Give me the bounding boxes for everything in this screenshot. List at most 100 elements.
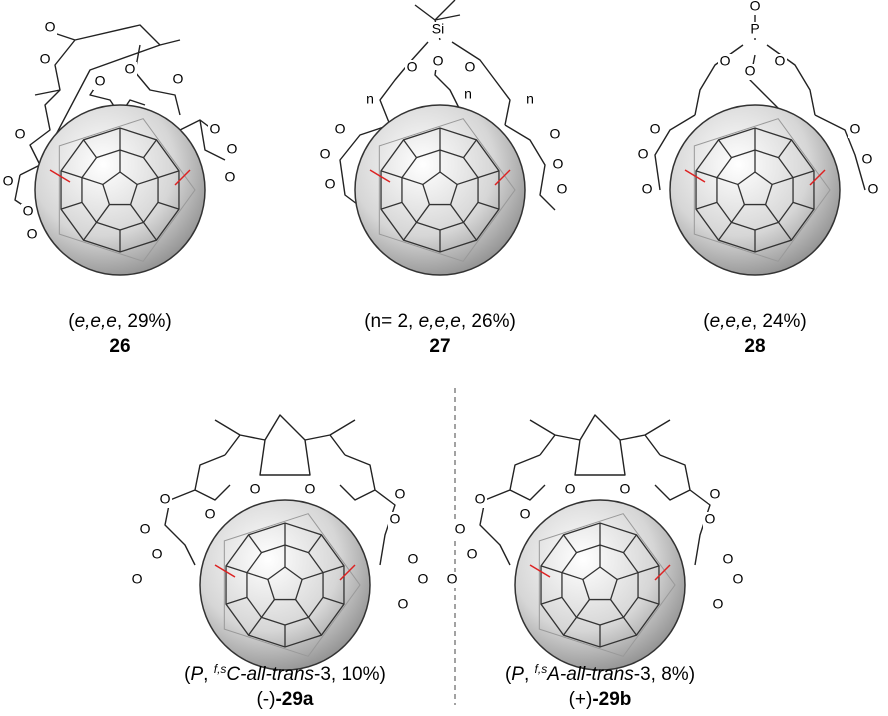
atom-label: O (15, 126, 26, 142)
atom-label: O (455, 521, 466, 537)
compound-label: (-)-29a (256, 689, 313, 710)
figure: OOOOOOOOOOOO(e,e,e, 29%)26SiOOOnnnOOOOOO… (0, 0, 888, 716)
atom-label: O (650, 121, 661, 137)
atom-label: O (850, 121, 861, 137)
atom-label: Si (432, 21, 444, 37)
atom-label: O (132, 571, 143, 587)
atom-label: O (862, 151, 873, 167)
caption-part: f,s (535, 662, 548, 676)
label-part: (-) (256, 689, 275, 710)
caption-part: , 24%) (752, 311, 807, 332)
atom-label: O (565, 481, 576, 497)
atom-label: O (40, 51, 51, 67)
atom-label: O (745, 63, 756, 79)
atom-label: O (3, 173, 14, 189)
atom-label: O (335, 121, 346, 137)
atom-label: O (173, 71, 184, 87)
atom-label: O (205, 506, 216, 522)
atom-label: O (475, 491, 486, 507)
caption-part: P (190, 664, 203, 685)
atom-label: O (320, 146, 331, 162)
compound: OOOOOOOOOOOO (130, 415, 430, 670)
atom-label: O (723, 551, 734, 567)
label-part: 28 (744, 336, 765, 357)
atom-label: O (395, 486, 406, 502)
atom-label: n (366, 91, 374, 107)
caption: (P, f,sC-all-trans-3, 10%) (184, 662, 386, 685)
atom-label: O (325, 176, 336, 192)
caption-part: , 26%) (461, 311, 516, 332)
compound: OOOOOOOOOOOO (445, 415, 745, 670)
label-part: (+) (569, 689, 593, 710)
caption-part: , (203, 664, 214, 685)
atom-label: O (553, 156, 564, 172)
compound: SiOOOnnnOOOOOO (318, 0, 569, 275)
atom-label: O (447, 571, 458, 587)
atom-label: n (464, 86, 472, 102)
compound-label: 27 (429, 336, 450, 357)
compound-label: 28 (744, 336, 765, 357)
atom-label: O (140, 521, 151, 537)
atom-label: O (210, 121, 221, 137)
atom-label: O (225, 169, 236, 185)
caption-part: f,s (214, 662, 227, 676)
atom-label: O (407, 59, 418, 75)
atom-label: O (152, 546, 163, 562)
caption: (e,e,e, 29%) (68, 311, 172, 332)
label-part: 27 (429, 336, 450, 357)
compound: OOOOOOOOOOOO (1, 19, 239, 275)
atom-label: O (433, 53, 444, 69)
atom-label: O (408, 551, 419, 567)
atom-label: O (227, 141, 238, 157)
caption-part: (n= 2, (364, 311, 418, 332)
atom-label: O (95, 73, 106, 89)
atom-label: O (398, 596, 409, 612)
atom-label: O (520, 506, 531, 522)
caption-part: P (511, 664, 524, 685)
caption-part: e,e,e (710, 311, 752, 332)
atom-label: O (550, 126, 561, 142)
caption-part: , (524, 664, 535, 685)
label-part: -29a (275, 689, 313, 710)
atom-label: O (160, 491, 171, 507)
caption-part: e,e,e (75, 311, 117, 332)
compound-label: (+)-29b (569, 689, 632, 710)
label-part: -29b (592, 689, 631, 710)
atom-label: O (620, 481, 631, 497)
compound: POOOOOOOOOO (636, 0, 880, 275)
atom-label: O (720, 53, 731, 69)
atom-label: O (733, 571, 744, 587)
label-part: 26 (109, 336, 130, 357)
caption-part: -3, 10%) (314, 664, 386, 685)
atom-label: O (750, 0, 761, 14)
atom-label: O (305, 481, 316, 497)
atom-label: n (526, 91, 534, 107)
caption-part: A-all-trans (546, 664, 634, 685)
caption-part: , 29%) (117, 311, 172, 332)
caption: (P, f,sA-all-trans-3, 8%) (505, 662, 695, 685)
atom-label: O (868, 181, 879, 197)
caption: (e,e,e, 24%) (703, 311, 807, 332)
atom-label: P (750, 21, 759, 37)
atom-label: O (710, 486, 721, 502)
atom-label: O (418, 571, 429, 587)
atom-label: O (713, 596, 724, 612)
atom-label: O (557, 181, 568, 197)
caption-part: C-all-trans (226, 664, 314, 685)
atom-label: O (775, 53, 786, 69)
atom-label: O (125, 61, 136, 77)
atom-label: O (45, 19, 56, 35)
atom-label: O (23, 203, 34, 219)
caption: (n= 2, e,e,e, 26%) (364, 311, 516, 332)
atom-label: O (467, 546, 478, 562)
atom-label: O (27, 226, 38, 242)
atom-label: O (465, 59, 476, 75)
atom-label: O (250, 481, 261, 497)
compound-label: 26 (109, 336, 130, 357)
atom-label: O (638, 146, 649, 162)
atom-label: O (390, 511, 401, 527)
atom-label: O (642, 181, 653, 197)
caption-part: e,e,e (419, 311, 461, 332)
caption-part: -3, 8%) (634, 664, 695, 685)
atom-label: O (705, 511, 716, 527)
